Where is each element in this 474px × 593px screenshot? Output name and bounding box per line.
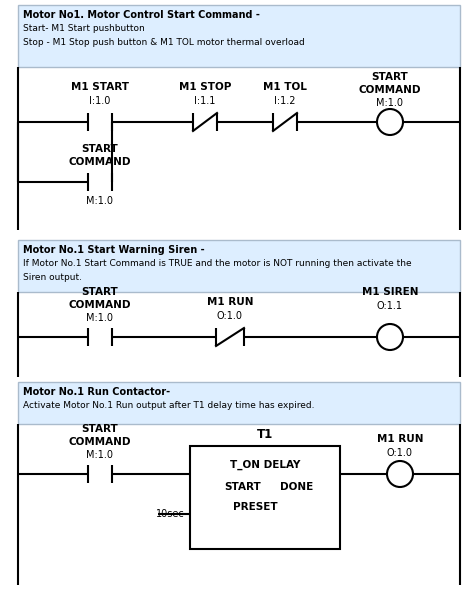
Text: M:1.0: M:1.0 [86, 313, 113, 323]
Text: Motor No.1 Run Contactor-: Motor No.1 Run Contactor- [23, 387, 170, 397]
Text: COMMAND: COMMAND [69, 437, 131, 447]
Text: M:1.0: M:1.0 [86, 450, 113, 460]
Text: Stop - M1 Stop push button & M1 TOL motor thermal overload: Stop - M1 Stop push button & M1 TOL moto… [23, 38, 305, 47]
Text: START: START [82, 287, 118, 297]
Text: M1 SIREN: M1 SIREN [362, 287, 418, 297]
Text: I:1.2: I:1.2 [274, 96, 296, 106]
Text: COMMAND: COMMAND [69, 157, 131, 167]
Text: M1 RUN: M1 RUN [207, 297, 253, 307]
Text: START: START [225, 482, 261, 492]
Text: M1 START: M1 START [71, 82, 129, 92]
Text: Motor No1. Motor Control Start Command -: Motor No1. Motor Control Start Command - [23, 10, 260, 20]
Text: START: START [82, 144, 118, 154]
Text: START: START [372, 72, 409, 82]
Text: O:1.0: O:1.0 [217, 311, 243, 321]
Text: Start- M1 Start pushbutton: Start- M1 Start pushbutton [23, 24, 145, 33]
Text: M1 STOP: M1 STOP [179, 82, 231, 92]
Text: PRESET: PRESET [233, 502, 277, 512]
Text: T1: T1 [257, 428, 273, 441]
Text: START: START [82, 424, 118, 434]
Text: T_ON DELAY: T_ON DELAY [230, 460, 300, 470]
Text: DONE: DONE [281, 482, 314, 492]
Bar [18, 382, 460, 424]
Text: M:1.0: M:1.0 [376, 98, 403, 108]
Text: COMMAND: COMMAND [359, 85, 421, 95]
Text: If Motor No.1 Start Command is TRUE and the motor is NOT running then activate t: If Motor No.1 Start Command is TRUE and … [23, 259, 411, 268]
Text: O:1.0: O:1.0 [387, 448, 413, 458]
Text: Motor No.1 Start Warning Siren -: Motor No.1 Start Warning Siren - [23, 245, 205, 255]
Text: 10sec: 10sec [156, 509, 185, 519]
Text: I:1.1: I:1.1 [194, 96, 216, 106]
Text: M1 TOL: M1 TOL [263, 82, 307, 92]
Text: Siren output.: Siren output. [23, 273, 82, 282]
Text: O:1.1: O:1.1 [377, 301, 403, 311]
Text: M1 RUN: M1 RUN [377, 434, 423, 444]
Text: M:1.0: M:1.0 [86, 196, 113, 206]
Text: COMMAND: COMMAND [69, 300, 131, 310]
Bar [190, 446, 340, 549]
Bar [18, 240, 460, 292]
Bar [18, 5, 460, 67]
Text: I:1.0: I:1.0 [89, 96, 111, 106]
Text: Activate Motor No.1 Run output after T1 delay time has expired.: Activate Motor No.1 Run output after T1 … [23, 401, 315, 410]
